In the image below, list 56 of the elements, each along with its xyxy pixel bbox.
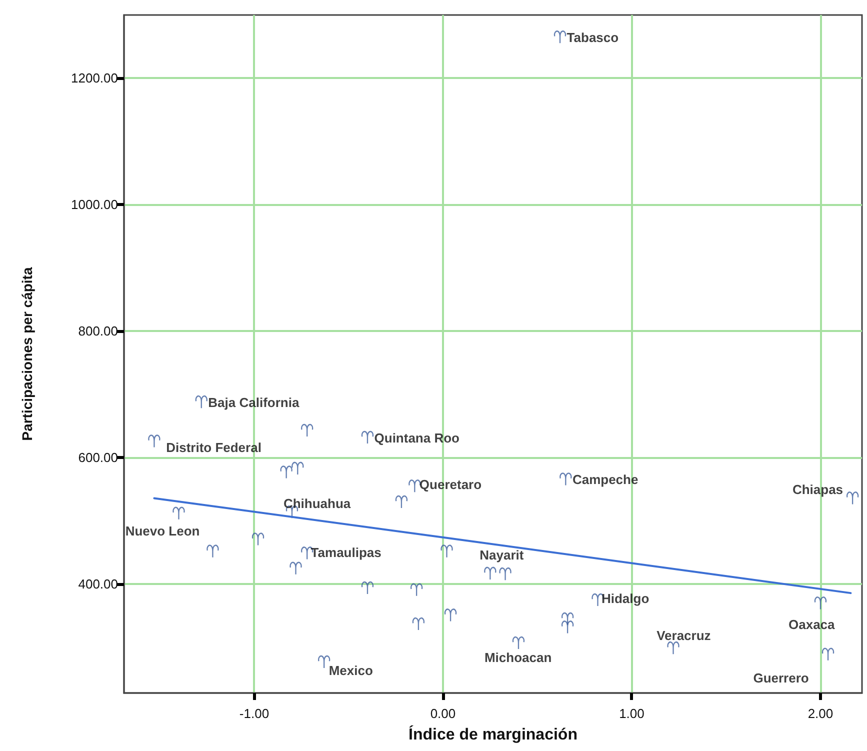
data-label: Hidalgo [601,590,650,606]
point [206,544,219,558]
point [444,608,457,622]
point [361,582,374,595]
x-axis-title: Índice de marginación [408,724,578,744]
y-axis-title: Participaciones per cápita [19,267,35,441]
point [410,583,423,597]
point [252,532,264,546]
data-label: Tabasco [566,30,619,46]
x-tick-label: -1.00 [239,706,270,721]
point [300,424,314,438]
x-tick-label: 1.00 [619,706,644,721]
point [395,496,408,509]
point [318,656,330,669]
x-tick-label: 2.00 [808,706,834,721]
data-label: Campeche [572,472,638,488]
y-tick-label: 600.00 [78,450,118,466]
point [561,620,574,634]
data-label: Michoacan [484,650,552,665]
data-label: Quintana Roo [374,430,460,446]
point [195,396,208,409]
y-tick-label: 800.00 [78,324,118,339]
data-label: Chiapas [792,482,844,498]
data-label: Mexico [328,662,373,678]
point [667,642,680,655]
data-label: Tamaulipas [310,545,382,560]
data-label: Guerrero [753,670,809,686]
data-label: Veracruz [656,628,712,643]
point [148,434,160,448]
data-label: Queretaro [419,477,482,492]
point [361,431,374,444]
point [846,492,859,505]
point [408,480,421,493]
y-tick-label: 1200.00 [71,70,118,86]
point [554,30,566,44]
point [172,506,185,520]
point [280,466,292,479]
point [512,636,525,650]
data-label: Oaxaca [788,617,836,632]
point [560,472,572,486]
data-label: Nuevo Leon [125,523,200,538]
y-tick-label: 400.00 [78,576,118,592]
point [440,544,453,558]
point [499,568,512,581]
point [292,462,304,476]
data-label: Distrito Federal [166,440,262,456]
point [814,596,827,610]
point [822,648,834,662]
point [484,566,496,580]
x-tick-label: 0.00 [430,706,456,721]
data-label: Nayarit [480,547,524,562]
point [290,562,302,576]
data-label: Baja California [208,394,300,410]
point [412,618,425,631]
data-label: Chihuahua [283,496,352,512]
y-tick-label: 1000.00 [71,197,118,212]
